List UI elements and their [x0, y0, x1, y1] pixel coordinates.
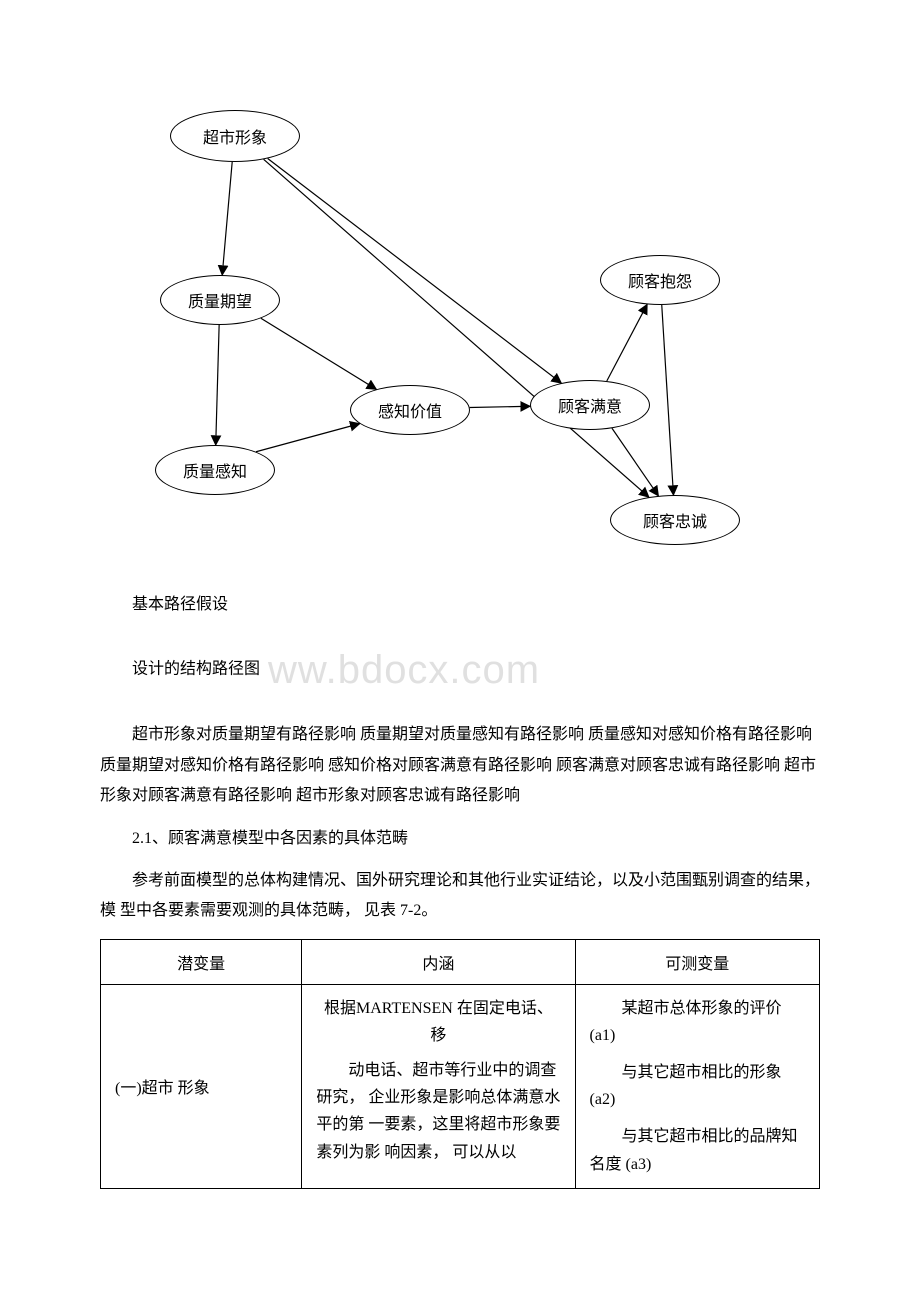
diagram-edge	[261, 318, 376, 389]
cell-measures: 某超市总体形象的评价(a1) 与其它超市相比的形象(a2) 与其它超市相比的品牌知名…	[575, 984, 819, 1188]
path-diagram: 超市形象质量期望质量感知 感知价值 顾客满意 顾客抱怨顾客忠诚	[100, 100, 820, 560]
diagram-node-n5: 顾客满意	[530, 380, 650, 430]
diagram-node-n2: 质量期望	[160, 275, 280, 325]
diagram-node-n7: 顾客忠诚	[610, 495, 740, 545]
diagram-node-n1: 超市形象	[170, 110, 300, 162]
diagram-node-n6: 顾客抱怨	[600, 255, 720, 305]
diagram-node-n3: 质量感知	[155, 445, 275, 495]
measure-item: 某超市总体形象的评价(a1)	[590, 995, 805, 1049]
diagram-edge	[222, 162, 232, 275]
page-content: 超市形象质量期望质量感知 感知价值 顾客满意 顾客抱怨顾客忠诚 基本路径假设 设计的结…	[0, 0, 920, 1249]
heading-design-row: 设计的结构路径图 ww.bdocx.com	[100, 632, 820, 708]
diagram-edge	[470, 406, 530, 407]
th-latent: 潜变量	[101, 939, 302, 984]
measure-item: 与其它超市相比的品牌知名度 (a3)	[590, 1123, 805, 1177]
heading-assumption: 基本路径假设	[100, 590, 820, 620]
paths-paragraph: 超市形象对质量期望有路径影响 质量期望对质量感知有路径影响 质量感知对感知价格有…	[100, 720, 820, 811]
th-measure: 可测变量	[575, 939, 819, 984]
heading-design-text: 设计的结构路径图	[132, 661, 260, 678]
diagram-edge	[607, 304, 647, 381]
heading-2-1: 2.1、顾客满意模型中各因素的具体范畴	[100, 824, 820, 854]
measure-item: 与其它超市相比的形象(a2)	[590, 1059, 805, 1113]
variables-table: 潜变量 内涵 可测变量 (一)超市 形象根据MARTENSEN 在固定电话、移动…	[100, 939, 820, 1189]
table-row: (一)超市 形象根据MARTENSEN 在固定电话、移动电话、超市等行业中的调查…	[101, 984, 820, 1188]
cell-latent: (一)超市 形象	[101, 984, 302, 1188]
table-header-row: 潜变量 内涵 可测变量	[101, 939, 820, 984]
intro-paragraph: 参考前面模型的总体构建情况、国外研究理论和其他行业实证结论，以及小范围甄别调查的…	[100, 866, 820, 927]
diagram-edge	[662, 305, 674, 495]
th-meaning: 内涵	[302, 939, 575, 984]
diagram-node-n4: 感知价值	[350, 385, 470, 435]
table-body: (一)超市 形象根据MARTENSEN 在固定电话、移动电话、超市等行业中的调查…	[101, 984, 820, 1188]
heading-assumption-text: 基本路径假设	[132, 596, 228, 613]
watermark-text: ww.bdocx.com	[268, 648, 540, 692]
diagram-edge	[256, 424, 360, 452]
cell-meaning: 根据MARTENSEN 在固定电话、移动电话、超市等行业中的调查研究， 企业形象…	[302, 984, 575, 1188]
diagram-edge	[216, 325, 219, 445]
diagram-edge	[264, 159, 649, 497]
